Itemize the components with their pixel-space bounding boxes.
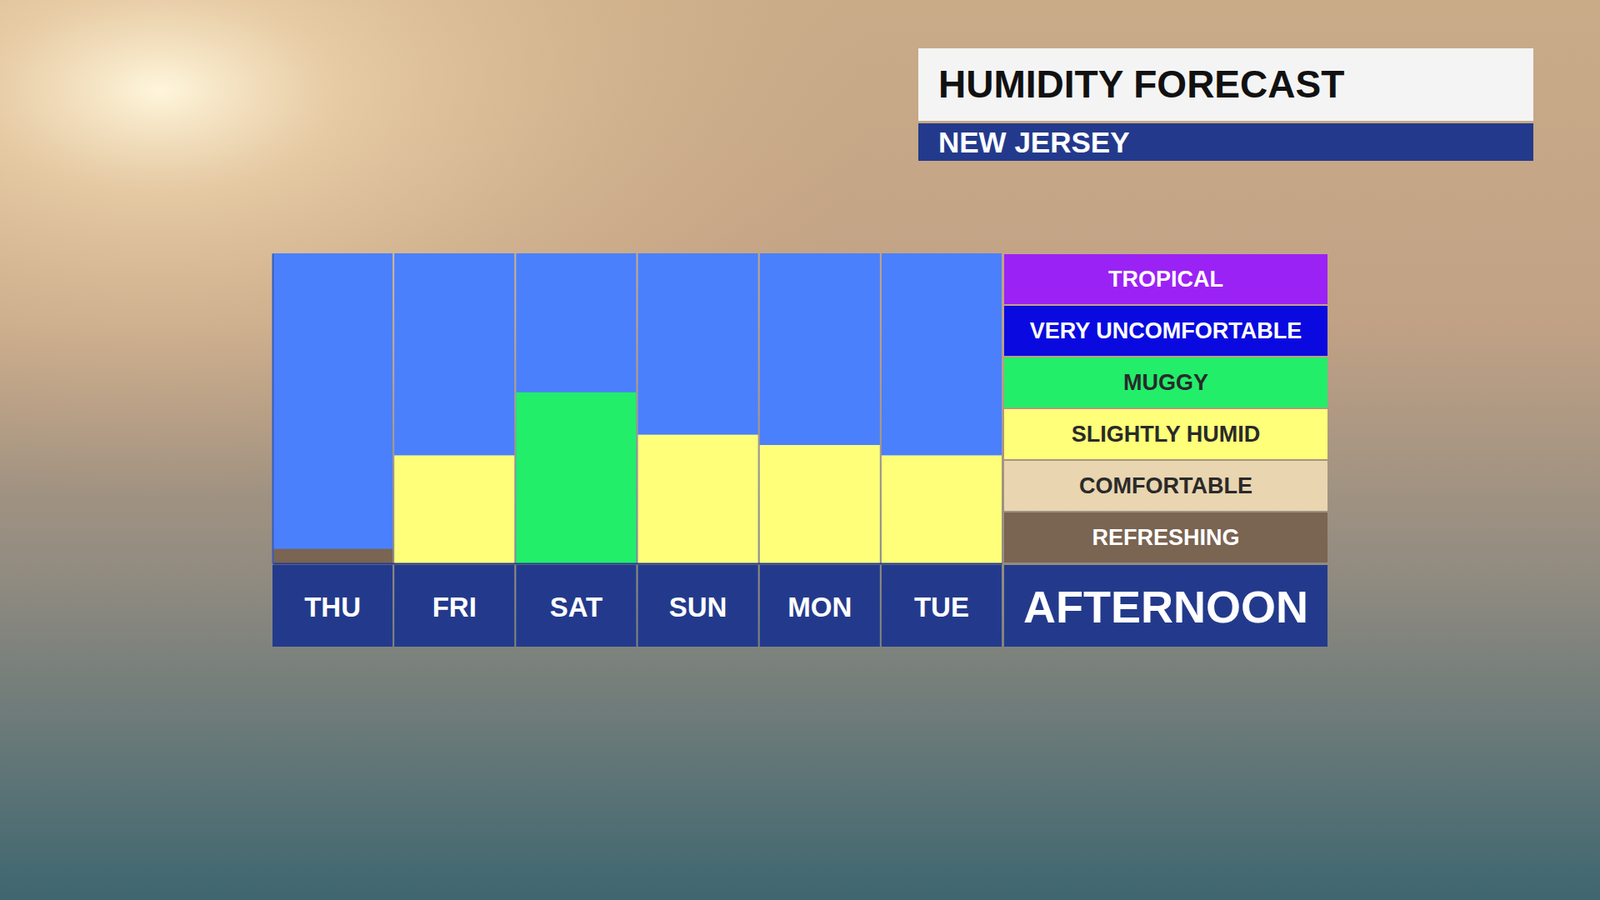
x-tick-label: THU (304, 591, 361, 623)
level-item: COMFORTABLE (1004, 460, 1328, 511)
x-tick: TUE (914, 563, 970, 623)
x-tick-label: FRI (432, 591, 477, 623)
level-label: REFRESHING (1091, 525, 1240, 550)
level-item: TROPICAL (1004, 254, 1328, 305)
level-label: COMFORTABLE (1079, 473, 1253, 499)
column-bg (515, 253, 636, 564)
level-swatch (1004, 512, 1328, 563)
category-cell (515, 565, 636, 647)
bar (881, 455, 1002, 564)
x-tick-label: SUN (669, 591, 728, 623)
category-cells (272, 565, 1002, 647)
background (0, 0, 1600, 900)
bar (515, 392, 636, 564)
annotation: AFTERNOON (1023, 581, 1309, 632)
level-legend: REFRESHING COMFORTABLE SLIGHTLY HUMID MUGGY… (1004, 254, 1328, 563)
level-item: SLIGHTLY HUMID (1004, 409, 1328, 460)
level-swatch (1004, 254, 1328, 305)
category-cell (638, 565, 759, 647)
x-tick-label: SAT (550, 591, 604, 623)
bars (272, 392, 1002, 564)
category-cell (394, 565, 515, 647)
bar (394, 455, 515, 564)
title-bg (918, 48, 1534, 121)
column-bg (272, 253, 393, 564)
subtitle-bg (918, 123, 1534, 161)
column-bg (760, 253, 880, 564)
level-item: MUGGY (1004, 357, 1328, 408)
level-label: SLIGHTLY HUMID (1071, 421, 1261, 447)
y-axis-line (272, 254, 275, 565)
x-tick: SUN (669, 563, 728, 623)
annotation-cell (1004, 565, 1328, 647)
level-swatch (1004, 460, 1328, 511)
bar (272, 549, 393, 564)
level-item: REFRESHING (1004, 512, 1328, 563)
category-cell (760, 565, 880, 647)
level-swatch (1004, 305, 1328, 356)
level-label: MUGGY (1123, 370, 1209, 395)
y-axis (272, 254, 274, 565)
x-tick: THU (304, 563, 361, 623)
x-axis: THU FRI SAT SUN MON TUE (273, 563, 1003, 623)
x-tick-label: MON (787, 591, 852, 623)
level-label: TROPICAL (1108, 266, 1224, 292)
level-item: VERY UNCOMFORTABLE (1004, 305, 1328, 356)
subtitle: NEW JERSEY (938, 125, 1130, 159)
x-tick-label: TUE (914, 591, 970, 623)
title-box: HUMIDITY FORECAST NEW JERSEY (918, 48, 1534, 161)
bar (760, 445, 880, 564)
category-cell (272, 565, 393, 647)
title: HUMIDITY FORECAST (938, 62, 1345, 106)
column-bg (881, 253, 1002, 564)
level-swatch (1004, 409, 1328, 460)
column-backgrounds (272, 253, 1002, 564)
x-axis-line (273, 563, 1003, 565)
column-bg (638, 253, 759, 564)
level-label: VERY UNCOMFORTABLE (1030, 318, 1303, 344)
level-swatch (1004, 357, 1328, 408)
column-bg (394, 253, 515, 564)
x-tick: MON (787, 563, 852, 623)
bar (638, 435, 759, 564)
x-tick: SAT (550, 563, 604, 623)
x-tick: FRI (432, 563, 477, 623)
chart-root: HUMIDITY FORECAST NEW JERSEY THU FRI SAT SUN M… (0, 0, 1600, 900)
sun-glow (0, 0, 1600, 900)
category-cell (881, 565, 1002, 647)
